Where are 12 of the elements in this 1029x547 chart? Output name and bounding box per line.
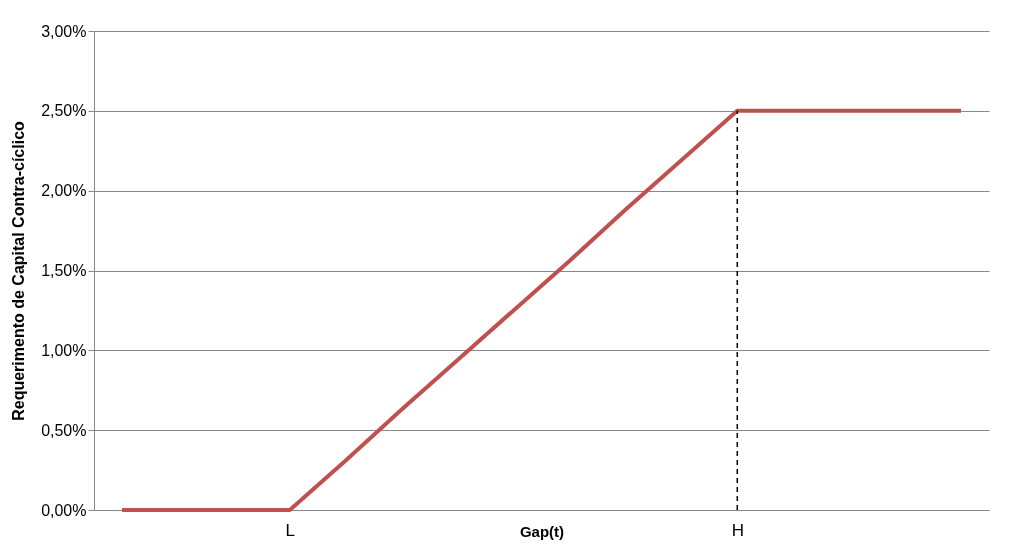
y-tick-label: 2,00% — [41, 182, 87, 200]
line-series — [119, 108, 964, 512]
y-tick-label: 1,00% — [41, 341, 87, 359]
x-axis-title: Gap(t) — [519, 522, 565, 540]
y-axis-title: Requerimento de Capital Contra-cíclico — [10, 120, 28, 421]
x-tick-label: L — [285, 520, 296, 540]
y-tick-label: 1,50% — [41, 262, 87, 279]
y-tick-label: 0,00% — [41, 501, 87, 519]
y-tick-label: 2,50% — [41, 102, 87, 120]
y-tick-label: 3,00% — [41, 22, 87, 40]
x-tick-label: H — [731, 520, 744, 540]
y-tick-label: 0,50% — [41, 421, 87, 439]
